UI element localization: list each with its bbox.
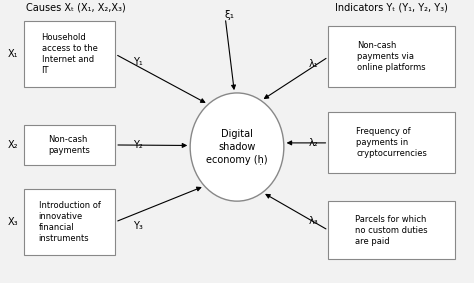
Text: Non-cash
payments via
online platforms: Non-cash payments via online platforms [357,41,426,72]
Text: Frequency of
payments in
cryptocurrencies: Frequency of payments in cryptocurrencie… [356,127,427,158]
Text: X₂: X₂ [8,140,18,150]
FancyBboxPatch shape [24,189,115,255]
Text: Digital
shadow
economy (ḥ): Digital shadow economy (ḥ) [206,129,268,165]
FancyBboxPatch shape [24,21,115,87]
Text: Y₃: Y₃ [133,221,143,231]
Text: X₃: X₃ [8,217,18,227]
Text: Y₁: Y₁ [133,57,143,67]
Text: ξ₁: ξ₁ [225,10,235,20]
Text: λ₃: λ₃ [308,216,318,226]
Text: Non-cash
payments: Non-cash payments [49,135,91,155]
FancyBboxPatch shape [328,201,455,260]
Text: Indicators Yₜ (Y₁, Y₂, Y₃): Indicators Yₜ (Y₁, Y₂, Y₃) [335,3,448,13]
Text: λ₁: λ₁ [308,59,318,69]
Text: Y₂: Y₂ [133,140,143,150]
FancyBboxPatch shape [24,125,115,165]
Text: X₁: X₁ [8,49,18,59]
FancyBboxPatch shape [328,26,455,87]
Ellipse shape [190,93,284,201]
FancyBboxPatch shape [328,112,455,173]
Text: λ₂: λ₂ [308,138,318,148]
Text: Parcels for which
no custom duties
are paid: Parcels for which no custom duties are p… [356,215,428,246]
Text: Household
access to the
Internet and
IT: Household access to the Internet and IT [42,33,98,75]
Text: Introduction of
innovative
financial
instruments: Introduction of innovative financial ins… [38,201,100,243]
Text: Causes Xₜ (X₁, X₂,X₃): Causes Xₜ (X₁, X₂,X₃) [26,3,125,13]
